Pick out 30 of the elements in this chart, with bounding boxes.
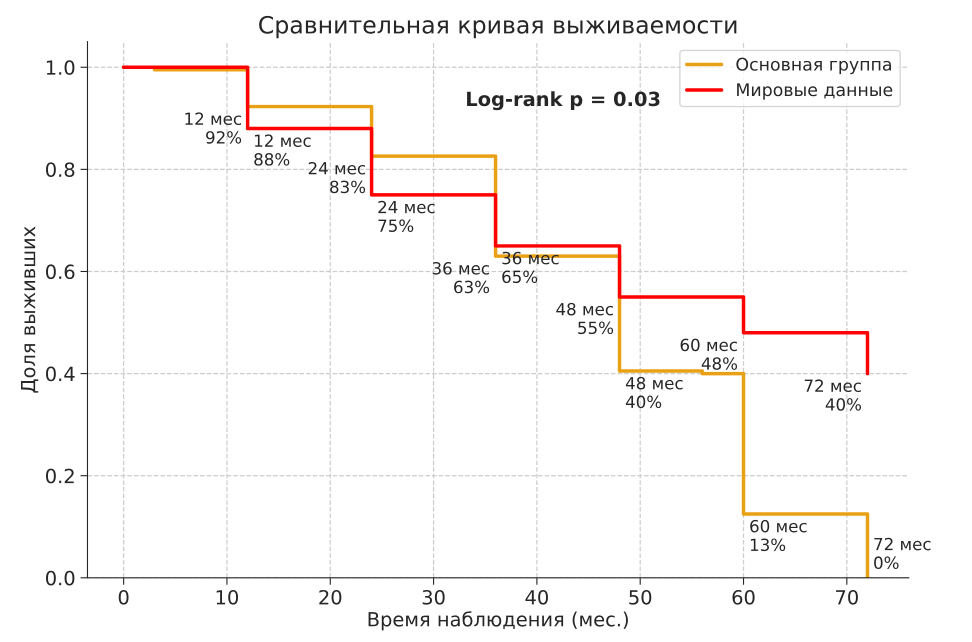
annotation: 60 мес 13% bbox=[750, 520, 807, 552]
annotation: 36 мес 63% bbox=[432, 262, 490, 294]
annotation: 24 мес 83% bbox=[308, 162, 366, 194]
x-tick-label: 10 bbox=[216, 590, 238, 605]
chart-title: Сравнительная кривая выживаемости bbox=[259, 16, 736, 38]
y-tick-label: 1.0 bbox=[46, 60, 74, 75]
annotation: 48 мес 40% bbox=[626, 376, 683, 408]
y-tick-label: 0.6 bbox=[46, 264, 74, 280]
y-tick-label: 0.2 bbox=[46, 468, 74, 484]
annotation: 48 мес 55% bbox=[556, 302, 614, 334]
x-tick-label: 40 bbox=[525, 590, 548, 605]
x-tick-label: 20 bbox=[319, 590, 342, 605]
x-tick-label: 0 bbox=[118, 590, 129, 605]
x-tick-label: 30 bbox=[422, 590, 445, 605]
legend-label: Мировые данные bbox=[737, 83, 892, 100]
x-tick-label: 60 bbox=[732, 590, 755, 605]
legend-label: Основная группа bbox=[736, 58, 891, 74]
annotation: 60 мес 48% bbox=[680, 338, 738, 370]
annotation: 12 мес 92% bbox=[185, 112, 242, 144]
y-tick-label: 0.0 bbox=[46, 570, 74, 586]
annotation: Log-rank p = 0.03 bbox=[467, 91, 660, 110]
x-tick-label: 70 bbox=[836, 590, 858, 605]
x-axis-title: Время наблюдения (мес.) bbox=[368, 611, 628, 630]
annotation: 24 мес 75% bbox=[378, 200, 435, 232]
y-tick-label: 0.8 bbox=[46, 162, 74, 178]
annotation: 72 мес 40% bbox=[804, 379, 862, 411]
y-tick-label: 0.4 bbox=[46, 366, 75, 382]
x-tick-label: 50 bbox=[629, 590, 652, 605]
annotation: 72 мес 0% bbox=[874, 538, 931, 570]
y-axis-title: Доля выживших bbox=[20, 226, 38, 393]
